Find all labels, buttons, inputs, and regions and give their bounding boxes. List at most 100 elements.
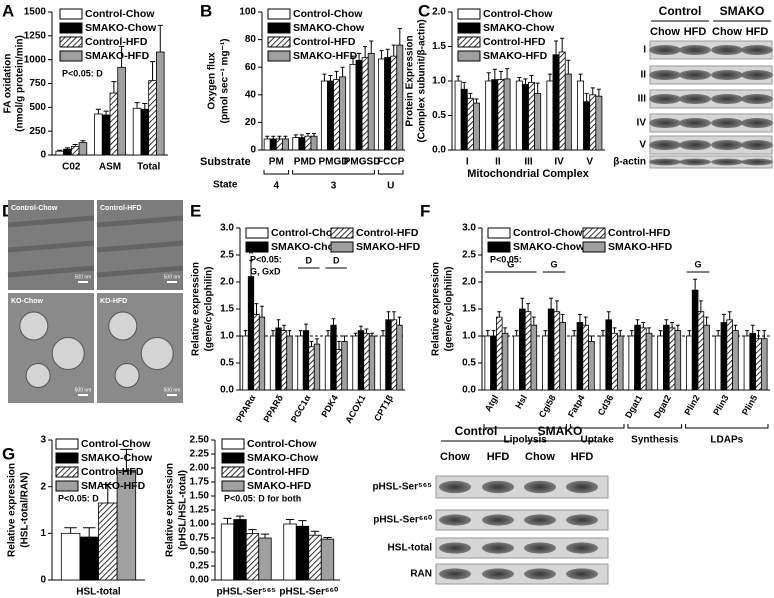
y-tick-label: 1250 [24, 30, 47, 41]
legend-label: SMAKO-HFD [356, 241, 421, 253]
blot-row-label: HSL-total [388, 543, 433, 554]
error-bar [520, 297, 525, 309]
error-bar [474, 98, 479, 104]
error-bar [254, 303, 259, 315]
blot-row-label: RAN [410, 569, 432, 580]
micrograph-texture [96, 240, 184, 253]
error-bar [693, 278, 698, 291]
bar [281, 138, 289, 151]
annotation: P<0.05: D [62, 68, 103, 78]
x-tick-label: Plin3 [711, 393, 730, 417]
bar [534, 93, 542, 151]
x-tick-label: III [524, 157, 533, 168]
error-bar [590, 87, 595, 95]
error-bar [560, 313, 565, 323]
bar [361, 57, 369, 151]
bar [258, 316, 266, 391]
blot-band [679, 139, 711, 151]
legend-swatch [221, 480, 245, 492]
bar [258, 537, 272, 581]
bar [501, 332, 509, 391]
error-bar [531, 316, 536, 326]
bar [220, 523, 235, 581]
bar [339, 76, 347, 151]
scale-label: 500 nm [164, 274, 181, 280]
bar [320, 538, 335, 581]
error-bar [687, 330, 692, 336]
bar [515, 80, 523, 151]
error-bar [535, 82, 540, 94]
annotation: P<0.05: D [58, 493, 99, 503]
x-tick-label: FCCP [377, 157, 405, 168]
blot-band [711, 69, 743, 81]
y-axis-label: Relative expression [191, 262, 202, 356]
bar [460, 88, 468, 151]
bar [582, 324, 589, 391]
micrograph-texture [96, 215, 184, 228]
bar [524, 311, 532, 391]
blot-band [649, 44, 681, 56]
y-tick-label: 1.00 [190, 519, 210, 530]
error-bar [727, 311, 732, 320]
error-bar [304, 323, 308, 331]
bar [286, 335, 293, 391]
bar [663, 324, 670, 391]
x-tick-label: Cgi58 [537, 393, 558, 419]
bar [473, 102, 480, 151]
error-bar [698, 300, 703, 312]
error-bar [101, 483, 114, 503]
group-line [685, 424, 769, 429]
blot-band [711, 44, 743, 56]
y-tick-label: 1.75 [190, 477, 210, 488]
legend-swatch [457, 22, 481, 34]
y-tick-label: 0.25 [190, 561, 210, 572]
blot-row-label: III [638, 94, 647, 105]
blot-column-label: HFD [487, 451, 510, 463]
blot-band [679, 69, 711, 81]
blot-band [679, 93, 711, 105]
legend-label: SMAKO-HFD [247, 480, 312, 492]
bar [109, 92, 119, 156]
bracket-label: G [694, 259, 701, 269]
error-bar [381, 330, 385, 336]
error-bar [397, 28, 402, 46]
blot-band [566, 568, 598, 580]
bar [333, 79, 340, 151]
panel-label: C [418, 1, 430, 20]
bar [528, 81, 536, 151]
bar [564, 73, 572, 151]
error-bar [277, 135, 282, 139]
bar [132, 107, 142, 156]
error-bar [111, 81, 117, 94]
y-tick-label: 20 [245, 117, 257, 128]
error-bar [283, 135, 288, 139]
bar [595, 95, 603, 151]
error-bar [149, 61, 156, 81]
error-bar [293, 134, 298, 138]
bar [466, 97, 474, 151]
y-tick-label: 3 [40, 435, 46, 446]
error-bar [492, 68, 497, 80]
blot-group-label: SMAKO [720, 4, 765, 18]
error-bar [119, 45, 125, 68]
legend-label: Control-HFD [293, 36, 356, 48]
bar [577, 80, 584, 151]
error-bar [287, 330, 292, 336]
error-bar [265, 135, 270, 139]
legend-swatch [487, 227, 511, 239]
error-bar [369, 40, 374, 54]
bar [275, 327, 282, 391]
blot-band [711, 93, 743, 105]
error-bar [326, 330, 330, 336]
bracket-label: D [306, 255, 313, 265]
group-label: 4 [274, 181, 280, 192]
error-bar [337, 340, 341, 350]
error-bar [134, 102, 140, 109]
group-label: Uptake [581, 435, 615, 446]
error-bar [260, 305, 264, 318]
blot-band [482, 480, 514, 494]
y-tick-label: 2.0 [432, 7, 446, 18]
legend-swatch [487, 241, 511, 253]
bar [553, 311, 561, 391]
